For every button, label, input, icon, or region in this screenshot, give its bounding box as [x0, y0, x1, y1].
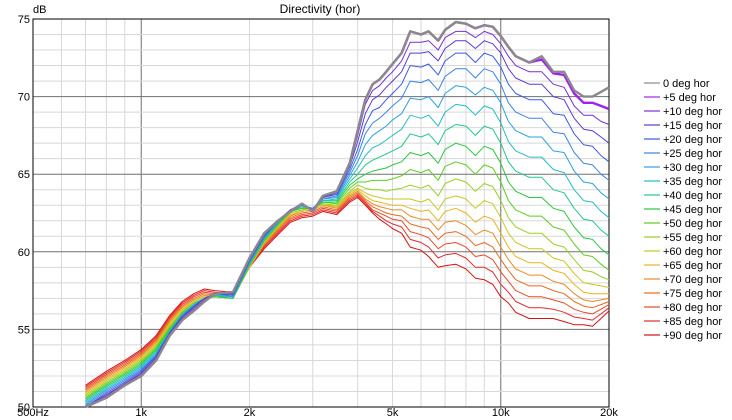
legend-label: +50 deg hor — [663, 218, 722, 230]
series-line-55-deg-hor — [85, 178, 610, 397]
series-line-20-deg-hor — [85, 52, 610, 408]
series-line-80-deg-hor — [85, 193, 610, 389]
series-line-35-deg-hor — [85, 103, 610, 403]
chart-title: Directivity (hor) — [280, 2, 361, 16]
series-layer — [85, 20, 610, 409]
y-tick-label: 50 — [18, 402, 30, 414]
y-tick-label: 65 — [18, 169, 30, 181]
y-tick-label: 75 — [18, 14, 30, 26]
series-line-25-deg-hor — [85, 68, 610, 406]
series-line-65-deg-hor — [85, 189, 609, 394]
x-tick-label: 1k — [135, 407, 147, 419]
series-line-60-deg-hor — [85, 187, 610, 396]
legend-label: +30 deg hor — [663, 162, 722, 174]
series-line-5-deg-hor — [85, 20, 610, 409]
legend-label: +85 deg hor — [663, 316, 722, 328]
y-axis-label: dB — [33, 4, 46, 16]
legend: 0 deg hor +5 deg hor +10 deg hor +15 deg ho… — [644, 78, 722, 342]
series-line-90-deg-hor — [85, 197, 610, 386]
legend-label: +80 deg hor — [663, 302, 722, 314]
series-line-75-deg-hor — [85, 192, 610, 391]
legend-label: +35 deg hor — [663, 176, 722, 188]
series-line-0-deg-hor — [85, 20, 610, 409]
legend-label: 0 deg hor — [663, 78, 710, 90]
legend-label: +40 deg hor — [663, 190, 722, 202]
y-tick-label: 70 — [18, 92, 30, 104]
x-tick-label: 5k — [387, 407, 399, 419]
legend-label: +70 deg hor — [663, 274, 722, 286]
legend-label: +20 deg hor — [663, 134, 722, 146]
y-tick-label: 55 — [18, 324, 30, 336]
series-line-85-deg-hor — [85, 195, 610, 388]
y-axis-ticks: 50 55 60 65 70 75 — [18, 14, 30, 414]
legend-label: +55 deg hor — [663, 232, 722, 244]
series-line-15-deg-hor — [85, 40, 610, 408]
x-tick-label: 20k — [600, 407, 618, 419]
chart-grid — [33, 19, 609, 407]
legend-label: +90 deg hor — [663, 330, 722, 342]
series-line-10-deg-hor — [85, 30, 610, 408]
legend-label: +25 deg hor — [663, 148, 722, 160]
x-tick-label: 10k — [492, 407, 510, 419]
legend-label: +60 deg hor — [663, 246, 722, 258]
plot-frame — [32, 18, 610, 408]
legend-label: +10 deg hor — [663, 106, 722, 118]
x-tick-label: 2k — [244, 407, 256, 419]
legend-label: +75 deg hor — [663, 288, 722, 300]
series-line-30-deg-hor — [85, 85, 610, 405]
y-tick-label: 60 — [18, 247, 30, 259]
series-line-70-deg-hor — [85, 190, 610, 392]
legend-label: +45 deg hor — [663, 204, 722, 216]
legend-label: +15 deg hor — [663, 120, 722, 132]
x-tick-label: 500Hz — [17, 407, 49, 419]
x-axis-ticks: 500Hz 1k 2k 5k 10k 20k — [17, 407, 618, 419]
legend-label: +65 deg hor — [663, 260, 722, 272]
legend-label: +5 deg hor — [663, 92, 716, 104]
